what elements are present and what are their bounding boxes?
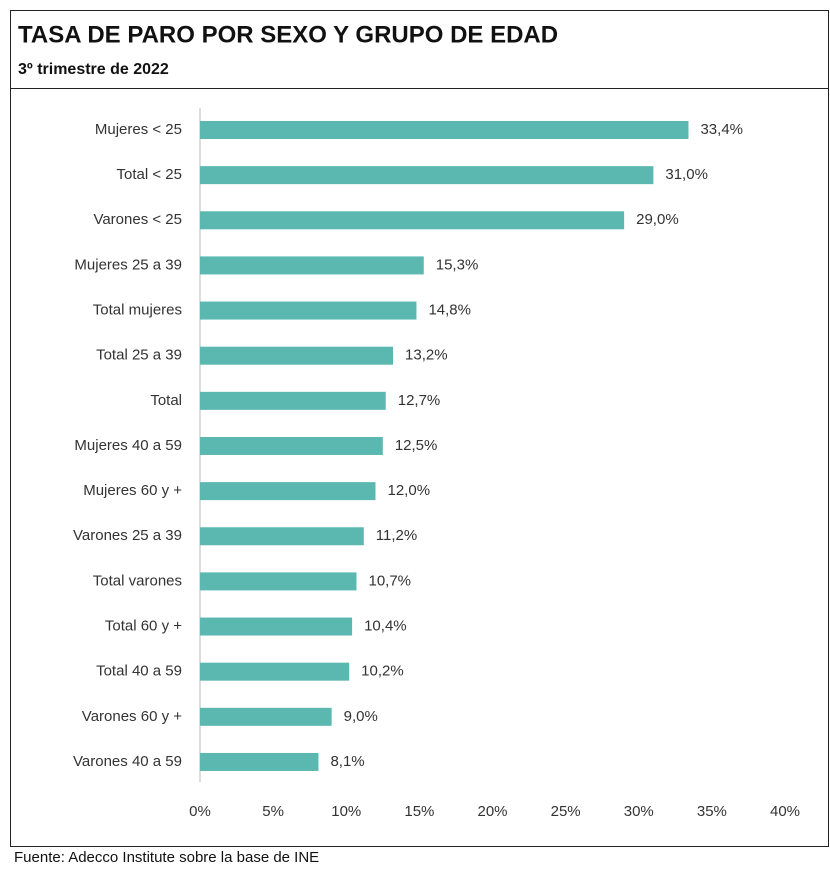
x-tick-label: 20% [477, 803, 507, 820]
value-label: 29,0% [636, 211, 679, 228]
y-tick-label: Varones 25 a 39 [73, 527, 182, 544]
y-tick-label: Mujeres 25 a 39 [74, 256, 182, 273]
value-label: 13,2% [405, 347, 448, 364]
y-tick-label: Total varones [93, 572, 182, 589]
chart-subtitle: 3º trimestre de 2022 [18, 61, 169, 78]
bar [200, 617, 353, 636]
y-tick-label: Varones 40 a 59 [73, 753, 182, 770]
bar [200, 752, 319, 771]
y-tick-label: Varones < 25 [93, 211, 182, 228]
y-tick-label: Total < 25 [117, 166, 182, 183]
x-tick-label: 10% [331, 803, 361, 820]
x-tick-label: 0% [189, 803, 211, 820]
y-tick-label: Mujeres 40 a 59 [74, 437, 182, 454]
bar [200, 301, 417, 320]
bar [200, 256, 424, 275]
value-label: 33,4% [700, 121, 743, 138]
bar [200, 121, 689, 139]
value-label: 11,2% [376, 527, 417, 544]
bar [200, 436, 383, 455]
x-tick-label: 5% [262, 803, 284, 820]
y-tick-label: Mujeres 60 y + [83, 482, 182, 499]
value-label: 15,3% [436, 256, 479, 273]
value-label: 10,7% [368, 572, 411, 589]
value-label: 31,0% [665, 166, 708, 183]
x-tick-label: 25% [551, 803, 581, 820]
y-tick-label: Total 60 y + [105, 618, 182, 635]
value-label: 12,0% [388, 482, 431, 499]
bar [200, 211, 625, 230]
bar [200, 662, 350, 681]
x-tick-label: 15% [404, 803, 434, 820]
value-label: 12,5% [395, 437, 438, 454]
value-label: 14,8% [428, 302, 471, 319]
y-tick-label: Total [150, 392, 182, 409]
x-tick-label: 30% [624, 803, 654, 820]
y-tick-label: Total mujeres [93, 302, 182, 319]
bar [200, 346, 394, 365]
source-note: Fuente: Adecco Institute sobre la base d… [14, 849, 319, 866]
y-tick-label: Mujeres < 25 [95, 121, 182, 138]
value-label: 8,1% [330, 753, 364, 770]
y-tick-label: Varones 60 y + [82, 708, 182, 725]
bar [200, 707, 332, 726]
value-label: 10,4% [364, 618, 407, 635]
frame [10, 10, 829, 847]
chart-title: TASA DE PARO POR SEXO Y GRUPO DE EDAD [18, 21, 558, 48]
y-tick-label: Total 25 a 39 [96, 347, 182, 364]
value-label: 10,2% [361, 663, 404, 680]
bar [200, 527, 364, 546]
bar [200, 166, 654, 185]
x-tick-label: 40% [770, 803, 800, 820]
value-label: 12,7% [398, 392, 441, 409]
bar [200, 482, 376, 501]
value-label: 9,0% [344, 708, 378, 725]
x-tick-label: 35% [697, 803, 727, 820]
y-tick-label: Total 40 a 59 [96, 663, 182, 680]
bar [200, 391, 386, 410]
bar [200, 572, 357, 591]
